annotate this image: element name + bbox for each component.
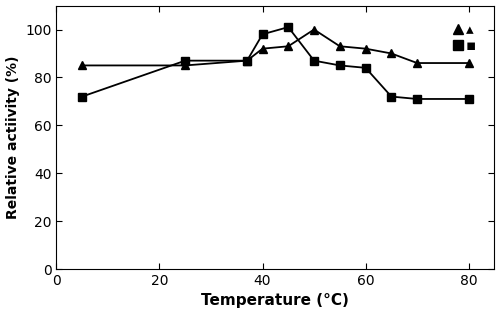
Y-axis label: Relative actiivity (%): Relative actiivity (%)	[6, 56, 20, 219]
Legend: ▴, ▪: ▴, ▪	[448, 16, 482, 60]
X-axis label: Temperature (°C): Temperature (°C)	[202, 294, 350, 308]
